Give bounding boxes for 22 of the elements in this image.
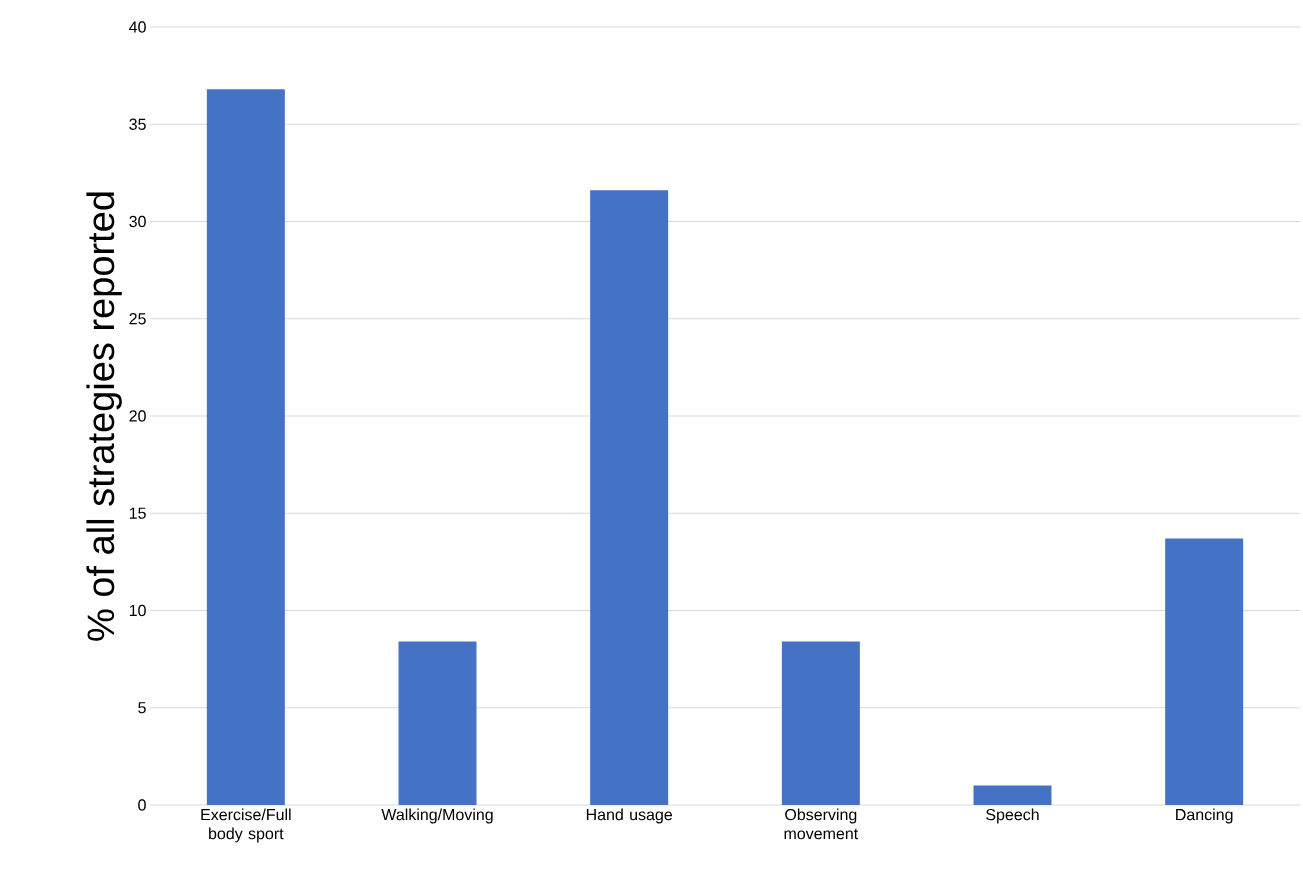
bar	[398, 641, 477, 805]
bar	[973, 785, 1052, 805]
y-tick-label: 25	[129, 313, 146, 325]
bar	[590, 190, 669, 805]
bar	[781, 641, 860, 805]
y-tick-label: 0	[138, 799, 146, 811]
y-tick-label: 15	[129, 507, 146, 519]
x-tick-label: Dancing	[1176, 808, 1233, 824]
y-tick-label: 5	[138, 702, 146, 714]
y-tick-label: 20	[129, 410, 146, 422]
y-tick-label: 10	[129, 604, 146, 617]
y-tick-label: 40	[129, 21, 146, 33]
x-tick-label: Hand usage	[586, 808, 673, 824]
y-tick-label: 35	[129, 118, 146, 130]
bar	[206, 89, 285, 805]
x-tick-label: Walking/Moving	[381, 808, 493, 824]
bar	[1165, 538, 1244, 805]
y-axis-title: % of all strategies reported	[86, 192, 122, 641]
y-tick-label: 30	[129, 215, 146, 228]
x-tick-label: Observing movement	[784, 808, 859, 840]
x-tick-label: Speech	[986, 808, 1039, 824]
x-tick-label: Exercise/Full body sport	[201, 808, 291, 843]
